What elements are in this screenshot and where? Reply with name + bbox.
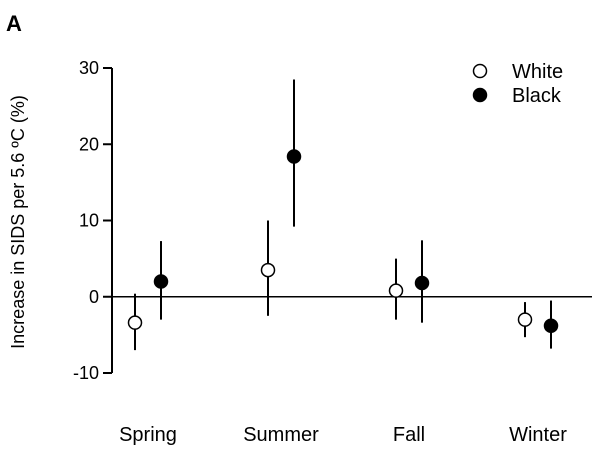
data-point-white (517, 312, 533, 327)
x-category-label: Winter (509, 424, 567, 446)
y-tick-label: 0 (89, 287, 99, 307)
y-tick-label: -10 (73, 363, 99, 383)
data-point-black (414, 275, 430, 291)
y-tick-label: 10 (79, 211, 99, 231)
y-ticks: -10 0 10 20 30 (73, 58, 112, 383)
data-marks (127, 79, 559, 351)
x-category-labels: Spring Summer Fall Winter (119, 424, 567, 446)
x-category-label: Summer (243, 424, 319, 446)
legend-label: White (512, 61, 563, 83)
data-point-black (153, 274, 169, 289)
data-point-white (260, 262, 276, 278)
legend-marker-white (472, 63, 488, 79)
data-point-black (286, 149, 302, 164)
data-point-black (543, 318, 559, 333)
legend-label: Black (512, 85, 562, 107)
data-point-white (127, 315, 143, 330)
data-point-white (388, 283, 404, 298)
y-tick-label: 20 (79, 134, 99, 154)
legend-marker-black (472, 87, 488, 103)
axes (111, 68, 592, 373)
y-axis-label: Increase in SIDS per 5.6 ºC (%) (8, 95, 28, 349)
y-tick-label: 30 (79, 58, 99, 78)
x-category-label: Fall (393, 424, 425, 446)
panel-label: A (6, 11, 22, 36)
x-category-label: Spring (119, 424, 177, 446)
